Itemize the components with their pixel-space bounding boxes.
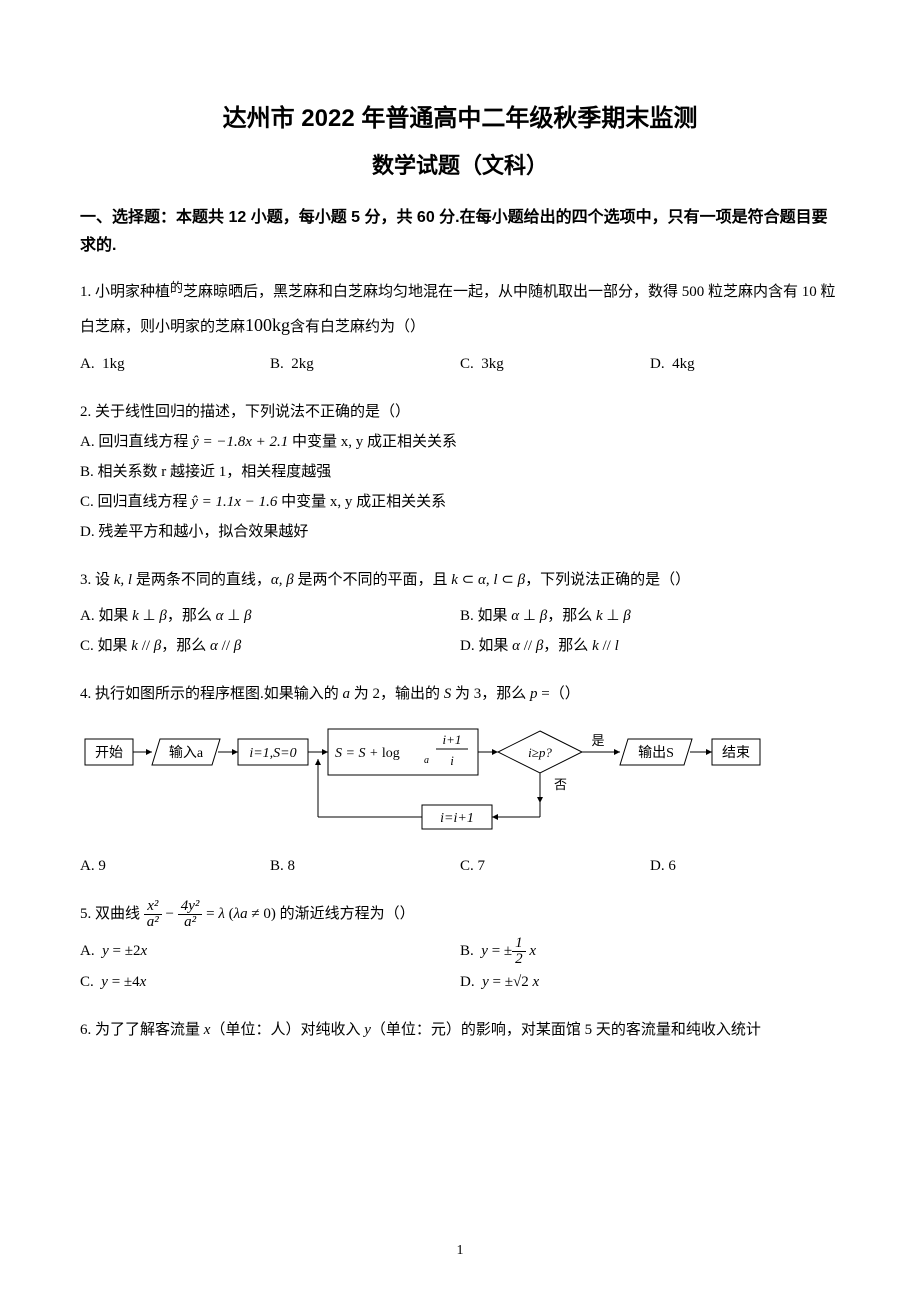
q5-opt-b: B. y = ±12 x <box>460 936 840 967</box>
q2c-pre: C. 回归直线方程 <box>80 494 191 510</box>
page-title-line1: 达州市 2022 年普通高中二年级秋季期末监测 <box>80 100 840 138</box>
q5-frac1: x²a² <box>144 899 162 930</box>
q4-opt-d: D. 6 <box>650 851 840 881</box>
q1-opt-c-val: 3kg <box>481 356 504 372</box>
fc-num: i+1 <box>443 732 462 747</box>
q2a-pre: A. 回归直线方程 <box>80 434 192 450</box>
q1-text-a: 1. 小明家种植 <box>80 284 170 300</box>
fc-start: 开始 <box>95 745 123 761</box>
q4-opt-c: C. 7 <box>460 851 650 881</box>
fc-output: 输出S <box>638 745 674 761</box>
q5-minus: − <box>166 906 178 922</box>
svg-text:S = S + log: S = S + log <box>335 746 400 761</box>
q1-text-b: 芝麻晾晒后，黑芝麻和白芝麻均匀地混在一起，从中随机取出一部分，数得 500 粒芝… <box>80 284 836 335</box>
q5b-n: 1 <box>512 936 526 952</box>
q1-opt-b-val: 2kg <box>291 356 314 372</box>
flowchart-diagram: 开始 输入a i=1,S=0 S = S + log a i+1 i <box>80 719 840 839</box>
question-2: 2. 关于线性回归的描述，下列说法不正确的是（） A. 回归直线方程 ŷ = −… <box>80 397 840 547</box>
q3-text: 3. 设 k, l 是两条不同的直线，α, β 是两个不同的平面，且 k ⊂ α… <box>80 565 840 595</box>
page-number: 1 <box>0 1240 920 1262</box>
q1-opt-a: A. 1kg <box>80 349 270 379</box>
q3-opt-d: D. 如果 α // β，那么 k // l <box>460 631 840 661</box>
section-header: 一、选择题：本题共 12 小题，每小题 5 分，共 60 分.在每小题给出的四个… <box>80 204 840 262</box>
q2c-eq: ŷ = 1.1x − 1.6 <box>191 494 277 510</box>
q4-opt-a: A. 9 <box>80 851 270 881</box>
q5-opt-d: D. y = ±√2 x <box>460 967 840 997</box>
q2-opt-d: D. 残差平方和越小，拟合效果越好 <box>80 517 840 547</box>
question-6: 6. 为了了解客流量 x（单位：人）对纯收入 y（单位：元）的影响，对某面馆 5… <box>80 1015 840 1045</box>
page-title-line2: 数学试题（文科） <box>80 148 840 183</box>
q2a-post: 中变量 x, y 成正相关关系 <box>288 434 457 450</box>
q2a-eq: ŷ = −1.8x + 2.1 <box>192 434 288 450</box>
q4-text: 4. 执行如图所示的程序框图.如果输入的 a 为 2，输出的 S 为 3，那么 … <box>80 679 840 709</box>
q6-text: 6. 为了了解客流量 x（单位：人）对纯收入 y（单位：元）的影响，对某面馆 5… <box>80 1015 840 1045</box>
q5b-d: 2 <box>512 952 526 967</box>
fc-den: i <box>450 753 454 768</box>
fc-yes: 是 <box>591 733 604 748</box>
q4-options: A. 9 B. 8 C. 7 D. 6 <box>80 851 840 881</box>
fc-inc: i=i+1 <box>440 811 474 826</box>
q2-opt-b: B. 相关系数 r 越接近 1，相关程度越强 <box>80 457 840 487</box>
q3-opt-b: B. 如果 α ⊥ β，那么 k ⊥ β <box>460 601 840 631</box>
fc-input: 输入a <box>169 745 204 761</box>
fc-no: 否 <box>554 777 567 792</box>
q5-f1d: a² <box>144 915 162 930</box>
q5-options: A. y = ±2x B. y = ±12 x C. y = ±4x D. y … <box>80 936 840 997</box>
q1-mass: 100kg <box>245 315 290 335</box>
question-3: 3. 设 k, l 是两条不同的直线，α, β 是两个不同的平面，且 k ⊂ α… <box>80 565 840 661</box>
q5-f2d: a² <box>178 915 203 930</box>
q3-opt-c: C. 如果 k // β，那么 α // β <box>80 631 460 661</box>
q2-opt-c: C. 回归直线方程 ŷ = 1.1x − 1.6 中变量 x, y 成正相关关系 <box>80 487 840 517</box>
q5-frac2: 4y²a² <box>178 899 203 930</box>
q1-opt-c: C. 3kg <box>460 349 650 379</box>
fc-init: i=1,S=0 <box>249 746 296 761</box>
question-4: 4. 执行如图所示的程序框图.如果输入的 a 为 2，输出的 S 为 3，那么 … <box>80 679 840 881</box>
q1-opt-a-val: 1kg <box>102 356 125 372</box>
question-1: 1. 小明家种植的芝麻晾晒后，黑芝麻和白芝麻均匀地混在一起，从中随机取出一部分，… <box>80 275 840 379</box>
q5-intro: 5. 双曲线 <box>80 906 144 922</box>
q1-options: A. 1kg B. 2kg C. 3kg D. 4kg <box>80 349 840 379</box>
q1-opt-d: D. 4kg <box>650 349 840 379</box>
q3-options: A. 如果 k ⊥ β，那么 α ⊥ β B. 如果 α ⊥ β，那么 k ⊥ … <box>80 601 840 661</box>
fc-cond: i≥p? <box>528 745 552 760</box>
q5-opt-c: C. y = ±4x <box>80 967 460 997</box>
q2-text: 2. 关于线性回归的描述，下列说法不正确的是（） <box>80 397 840 427</box>
fc-sub: a <box>424 755 429 766</box>
q1-opt-d-val: 4kg <box>672 356 695 372</box>
q5-f1n: x² <box>144 899 162 915</box>
q5-f2n: 4y² <box>178 899 203 915</box>
svg-text:输入a: 输入a <box>169 745 204 761</box>
q5-opt-a: A. y = ±2x <box>80 936 460 967</box>
fc-end: 结束 <box>722 745 750 761</box>
q5-eq: = λ (λa ≠ 0) <box>206 906 276 922</box>
q1-opt-b: B. 2kg <box>270 349 460 379</box>
q1-text-c: 含有白芝麻约为（） <box>290 319 425 335</box>
q4-opt-b: B. 8 <box>270 851 460 881</box>
q2-opt-a: A. 回归直线方程 ŷ = −1.8x + 2.1 中变量 x, y 成正相关关… <box>80 427 840 457</box>
q2c-post: 中变量 x, y 成正相关关系 <box>277 494 446 510</box>
q1-sup: 的 <box>170 280 183 295</box>
q3-opt-a: A. 如果 k ⊥ β，那么 α ⊥ β <box>80 601 460 631</box>
question-5: 5. 双曲线 x²a² − 4y²a² = λ (λa ≠ 0) 的渐近线方程为… <box>80 899 840 997</box>
q5-text: 5. 双曲线 x²a² − 4y²a² = λ (λa ≠ 0) 的渐近线方程为… <box>80 899 840 930</box>
